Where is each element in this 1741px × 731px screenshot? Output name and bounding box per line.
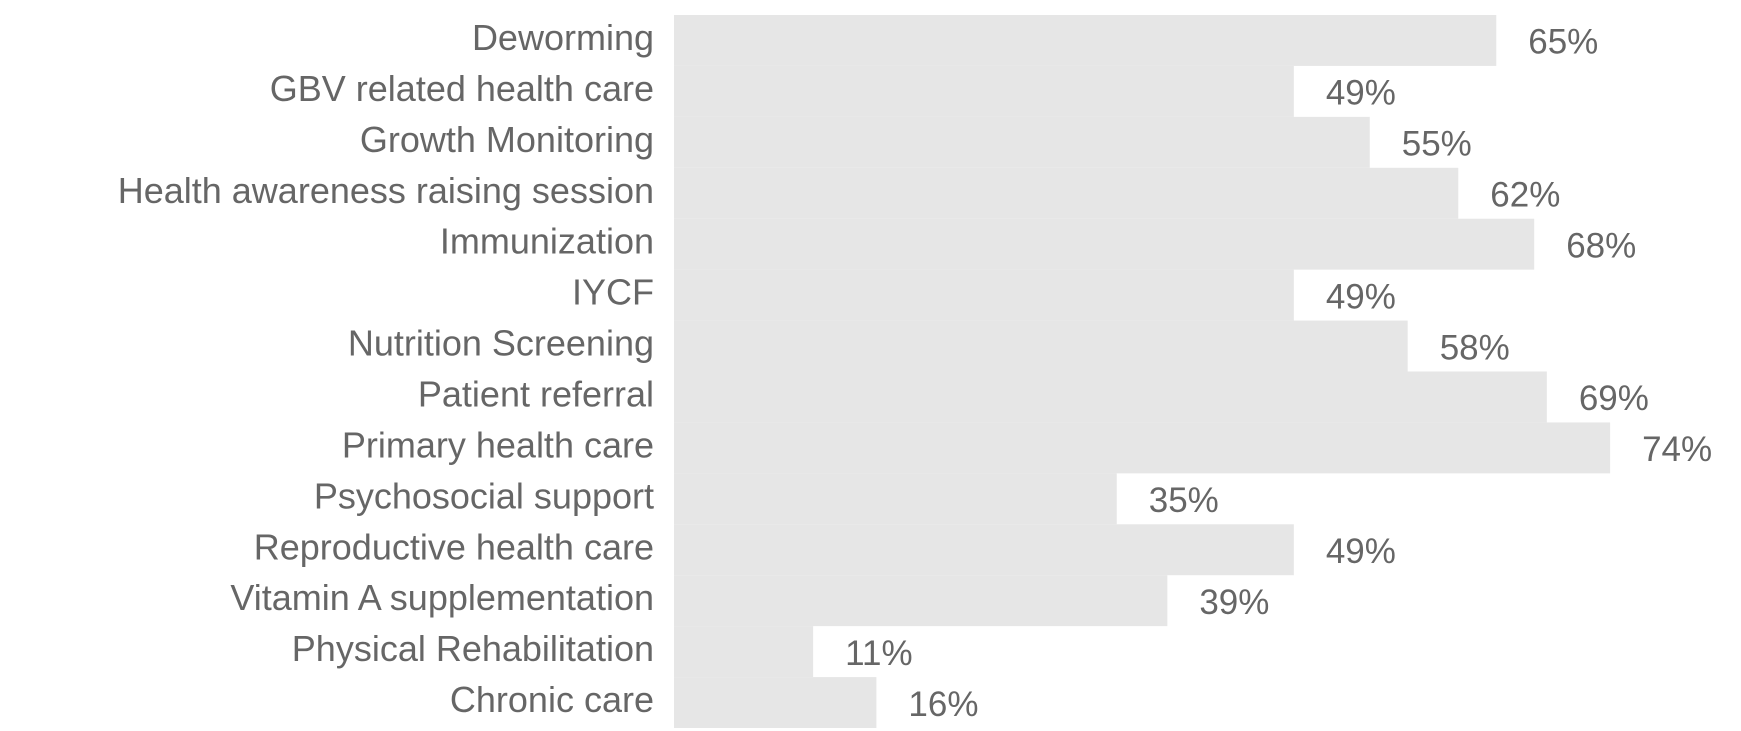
category-label: Physical Rehabilitation <box>292 628 654 669</box>
category-label: Immunization <box>440 221 654 262</box>
value-label: 49% <box>1326 74 1396 113</box>
bar <box>674 626 814 678</box>
value-label: 55% <box>1402 125 1472 164</box>
category-label: Primary health care <box>342 424 654 465</box>
category-label: Chronic care <box>450 679 654 720</box>
bar <box>674 15 1497 66</box>
value-label: 39% <box>1199 583 1269 622</box>
bar <box>674 167 1459 219</box>
value-label: 49% <box>1326 277 1396 316</box>
bar <box>674 65 1294 117</box>
category-label: Deworming <box>472 17 654 58</box>
category-label: Nutrition Screening <box>348 323 654 364</box>
category-label: Growth Monitoring <box>360 119 654 160</box>
bar <box>674 116 1370 168</box>
value-label: 16% <box>908 685 978 724</box>
bar <box>674 677 877 728</box>
value-label: 69% <box>1579 379 1649 418</box>
value-label: 58% <box>1440 328 1510 367</box>
bar <box>674 218 1535 270</box>
category-label: Reproductive health care <box>254 526 654 567</box>
bar <box>674 473 1117 525</box>
category-label: GBV related health care <box>270 68 654 109</box>
value-label: 11% <box>845 634 912 673</box>
value-label: 62% <box>1490 176 1560 215</box>
bar <box>674 320 1408 372</box>
bar <box>674 422 1611 474</box>
category-label: Psychosocial support <box>314 475 654 516</box>
bar <box>674 524 1294 576</box>
bar <box>674 371 1547 423</box>
bar <box>674 575 1168 627</box>
value-label: 74% <box>1642 430 1712 469</box>
bar <box>674 269 1294 321</box>
category-label: IYCF <box>572 272 654 313</box>
category-label: Patient referral <box>418 373 654 414</box>
category-label: Vitamin A supplementation <box>230 577 654 618</box>
category-label: Health awareness raising session <box>118 170 654 211</box>
value-label: 49% <box>1326 532 1396 571</box>
value-label: 65% <box>1528 23 1598 62</box>
value-label: 35% <box>1149 481 1219 520</box>
value-label: 68% <box>1566 226 1636 265</box>
